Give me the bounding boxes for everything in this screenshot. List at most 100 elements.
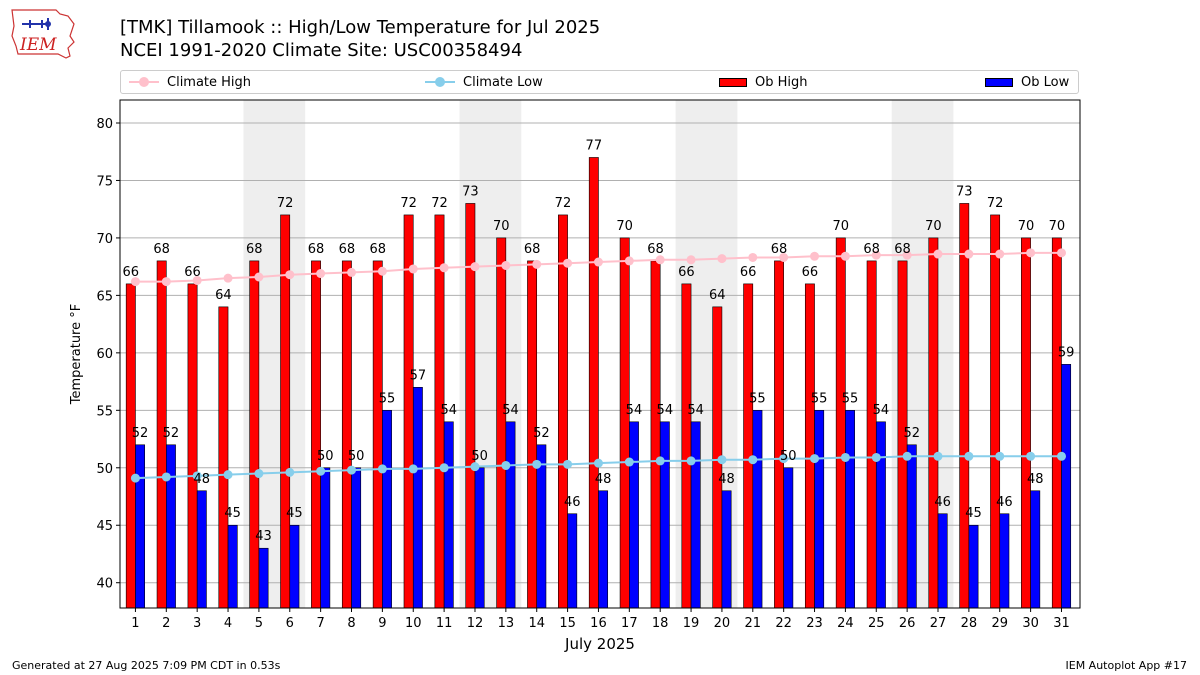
legend-item-ob-high: Ob High [719,74,808,90]
legend-item-climate-high: Climate High [129,74,251,90]
label-ob-high-19: 66 [678,265,695,280]
x-tick-label-8: 8 [347,616,355,631]
label-ob-low-5: 43 [255,529,272,544]
x-axis-label: July 2025 [564,635,635,653]
climate-low-point-12 [470,462,480,472]
bar-ob-high-23 [804,283,815,609]
label-ob-high-1: 66 [123,265,140,280]
x-tick-label-23: 23 [806,616,823,631]
x-tick-label-17: 17 [621,616,638,631]
climate-high-point-30 [1026,248,1036,258]
climate-low-point-30 [1026,451,1036,461]
x-tick-label-25: 25 [868,616,885,631]
label-ob-low-12: 50 [471,449,488,464]
x-tick-label-5: 5 [255,616,263,631]
x-tick-label-3: 3 [193,616,201,631]
y-tick-label-45: 45 [96,519,113,534]
bar-ob-low-12 [474,467,485,609]
label-ob-high-30: 70 [1018,219,1035,234]
bar-ob-low-10 [412,387,423,609]
bar-ob-high-13 [496,237,507,609]
climate-high-point-21 [748,252,758,262]
bar-ob-high-30 [1021,237,1031,609]
bar-ob-high-19 [681,283,692,609]
climate-high-swatch [129,77,159,87]
label-ob-high-18: 68 [647,242,664,257]
bar-ob-high-8 [341,260,352,609]
label-ob-high-15: 72 [555,196,572,211]
climate-high-point-22 [779,252,789,262]
bar-ob-low-17 [629,421,639,609]
bar-ob-low-25 [875,421,886,609]
climate-high-point-17 [624,256,634,266]
climate-high-point-13 [501,261,511,271]
label-ob-low-21: 55 [749,391,766,406]
x-tick-label-22: 22 [775,616,792,631]
bar-ob-high-17 [619,237,630,609]
y-tick-label-60: 60 [96,347,113,362]
climate-low-swatch [425,77,455,87]
climate-high-point-29 [995,249,1005,259]
climate-low-point-11 [439,463,449,473]
bar-ob-low-22 [783,467,794,609]
label-ob-low-15: 46 [564,495,581,510]
label-ob-high-17: 70 [616,219,633,234]
iem-logo: IEM [11,9,75,59]
x-tick-label-21: 21 [745,616,762,631]
climate-low-point-29 [995,451,1005,461]
label-ob-high-12: 73 [462,184,479,199]
label-ob-high-8: 68 [339,242,356,257]
label-ob-high-13: 70 [493,219,510,234]
bar-ob-low-5 [258,547,269,609]
x-tick-label-7: 7 [317,616,325,631]
label-ob-low-27: 46 [934,495,951,510]
bar-ob-high-25 [866,260,877,609]
climate-low-point-15 [563,459,573,469]
label-ob-low-18: 54 [657,403,674,418]
bar-ob-low-28 [968,524,979,609]
label-ob-low-1: 52 [132,426,149,441]
label-ob-high-27: 70 [925,219,942,234]
climate-low-point-25 [871,452,881,462]
bar-ob-high-5 [249,260,260,609]
label-ob-high-23: 66 [802,265,819,280]
climate-low-point-16 [593,458,603,468]
ob-high-swatch [719,77,747,87]
climate-high-point-16 [593,257,603,267]
climate-high-point-8 [347,267,357,277]
label-ob-low-24: 55 [842,391,859,406]
label-ob-low-23: 55 [811,391,828,406]
bar-ob-low-3 [196,490,207,609]
climate-low-point-14 [532,459,542,469]
bar-ob-low-2 [166,444,176,609]
bar-ob-low-7 [320,467,331,609]
label-ob-high-21: 66 [740,265,757,280]
label-ob-high-28: 73 [956,184,973,199]
climate-high-point-20 [717,254,727,264]
x-tick-label-15: 15 [559,616,576,631]
y-tick-label-70: 70 [96,232,113,247]
label-ob-low-6: 45 [286,506,303,521]
x-tick-label-14: 14 [528,616,545,631]
label-ob-low-4: 45 [224,506,241,521]
climate-low-point-31 [1056,451,1066,461]
x-tick-label-16: 16 [590,616,607,631]
bar-ob-low-21 [752,410,763,609]
label-ob-low-20: 48 [718,472,735,487]
climate-high-point-11 [439,263,449,273]
label-ob-low-30: 48 [1027,472,1044,487]
bar-ob-low-26 [906,444,917,609]
bar-ob-low-16 [598,490,609,609]
x-tick-label-10: 10 [405,616,422,631]
label-ob-high-11: 72 [431,196,448,211]
label-ob-low-28: 45 [965,506,982,521]
label-ob-low-14: 52 [533,426,550,441]
x-tick-label-19: 19 [683,616,700,631]
x-tick-label-31: 31 [1053,616,1070,631]
label-ob-low-25: 54 [873,403,890,418]
climate-low-point-24 [840,452,850,462]
bar-ob-low-14 [536,444,547,609]
bar-ob-high-3 [187,283,198,609]
bar-ob-low-29 [999,513,1010,609]
legend-label-climate-high: Climate High [167,74,252,90]
